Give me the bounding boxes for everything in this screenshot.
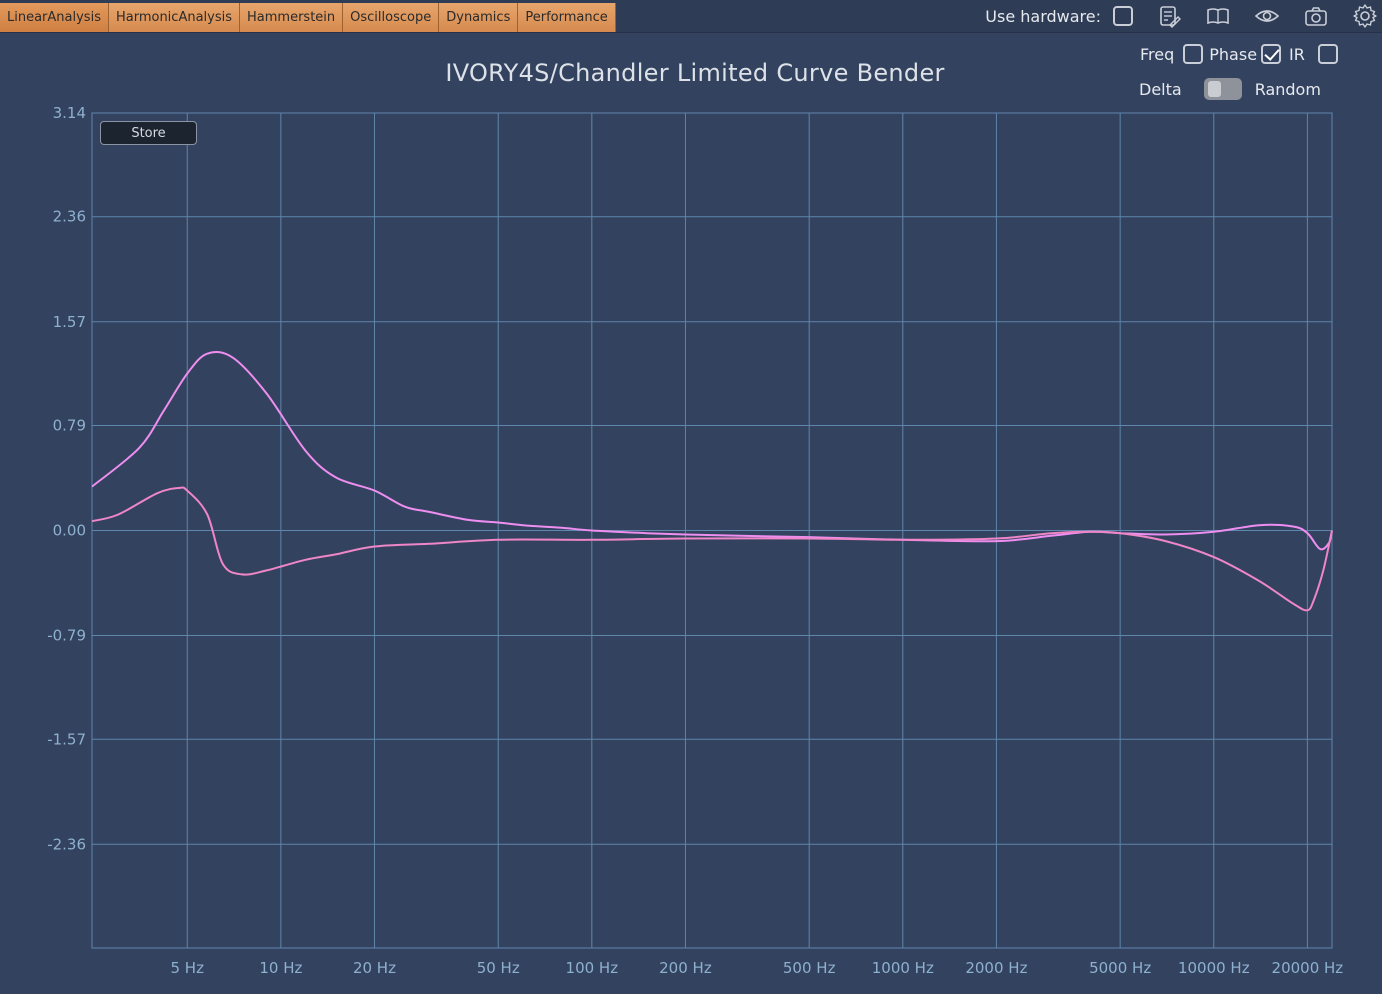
random-label: Random: [1254, 79, 1321, 99]
x-tick-label: 200 Hz: [659, 959, 712, 977]
x-tick-label: 2000 Hz: [965, 959, 1027, 977]
y-tick-label: -1.57: [47, 730, 86, 748]
freq-checkbox[interactable]: [1183, 44, 1204, 64]
series-line-2: [91, 486, 1333, 612]
y-tick-label: 0.79: [53, 416, 86, 434]
y-axis-labels: 3.14 2.36 1.57 0.79 0.00 -0.79 -1.57 -2.36: [47, 104, 86, 853]
gear-icon[interactable]: [1352, 3, 1378, 29]
phase-checkbox[interactable]: [1261, 44, 1282, 64]
freq-label: Freq: [1140, 44, 1175, 64]
chart-grid: [91, 112, 1333, 949]
header-tools: Use hardware:: [985, 0, 1382, 32]
delta-label: Delta: [1139, 79, 1182, 99]
tab-dynamics[interactable]: Dynamics: [439, 3, 519, 32]
analysis-tabs: LinearAnalysis HarmonicAnalysis Hammerst…: [0, 3, 616, 32]
x-tick-label: 5 Hz: [171, 959, 205, 977]
store-button[interactable]: Store: [100, 121, 197, 145]
x-tick-label: 100 Hz: [566, 959, 619, 977]
x-tick-label: 5000 Hz: [1089, 959, 1151, 977]
book-icon[interactable]: [1205, 3, 1231, 29]
camera-icon[interactable]: [1303, 3, 1329, 29]
ir-checkbox[interactable]: [1317, 44, 1338, 64]
y-tick-label: -2.36: [47, 835, 86, 853]
y-tick-label: 2.36: [53, 208, 86, 226]
tab-bar: LinearAnalysis HarmonicAnalysis Hammerst…: [0, 0, 1382, 33]
y-tick-label: 3.14: [53, 104, 86, 122]
tab-hammerstein[interactable]: Hammerstein: [240, 3, 344, 32]
tab-performance[interactable]: Performance: [518, 3, 616, 32]
tab-oscilloscope[interactable]: Oscilloscope: [343, 3, 440, 32]
x-tick-label: 20 Hz: [353, 959, 396, 977]
chart-series: [91, 351, 1333, 612]
tab-linear-analysis[interactable]: LinearAnalysis: [0, 3, 109, 32]
y-tick-label: 1.57: [53, 313, 86, 331]
x-tick-label: 50 Hz: [477, 959, 520, 977]
x-axis-labels: 5 Hz 10 Hz 20 Hz 50 Hz 100 Hz 200 Hz 500 Hz 100…: [171, 959, 1344, 977]
delta-random-toggle[interactable]: [1203, 78, 1242, 100]
delta-random-row: Delta Random: [1139, 78, 1321, 100]
chart-title: IVORY4S/Chandler Limited Curve Bender: [445, 59, 945, 87]
x-tick-label: 10000 Hz: [1178, 959, 1250, 977]
view-options-row: Freq Phase IR: [1140, 44, 1338, 64]
x-tick-label: 20000 Hz: [1272, 959, 1344, 977]
use-hardware-checkbox[interactable]: [1113, 6, 1133, 26]
x-tick-label: 500 Hz: [783, 959, 836, 977]
tab-harmonic-analysis[interactable]: HarmonicAnalysis: [108, 3, 241, 32]
y-tick-label: -0.79: [47, 627, 86, 645]
notes-icon[interactable]: [1156, 3, 1182, 29]
series-line-1: [91, 351, 1333, 551]
ir-label: IR: [1289, 44, 1305, 64]
y-tick-label: 0.00: [53, 522, 86, 540]
use-hardware-label: Use hardware:: [985, 6, 1101, 26]
eye-icon[interactable]: [1254, 3, 1280, 29]
phase-label: Phase: [1209, 44, 1258, 64]
x-tick-label: 1000 Hz: [872, 959, 934, 977]
x-tick-label: 10 Hz: [259, 959, 302, 977]
